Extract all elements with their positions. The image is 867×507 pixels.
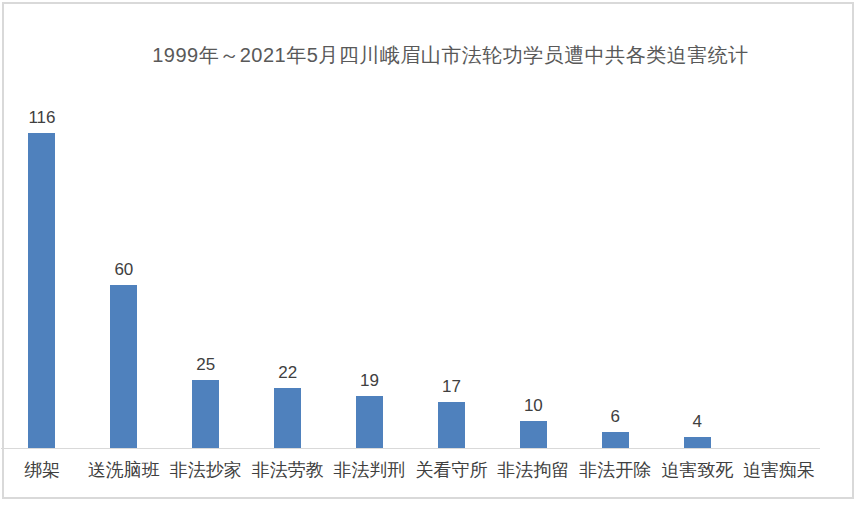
bar	[274, 388, 301, 448]
x-axis-label: 非法判刑	[334, 458, 406, 482]
bar	[602, 432, 629, 448]
x-axis-label: 非法开除	[579, 458, 651, 482]
x-axis-label: 送洗脑班	[88, 458, 160, 482]
bar-value-label: 4	[692, 412, 701, 432]
bar-value-label: 25	[196, 355, 215, 375]
x-axis-label: 绑架	[24, 458, 60, 482]
x-axis-label: 关看守所	[415, 458, 487, 482]
bar	[520, 421, 547, 448]
bar-value-label: 17	[442, 377, 461, 397]
x-axis-line	[1, 448, 820, 449]
bar	[356, 396, 383, 448]
x-axis-label: 非法劳教	[252, 458, 324, 482]
bar-value-label: 6	[611, 407, 620, 427]
bar-value-label: 60	[114, 260, 133, 280]
bar	[110, 285, 137, 448]
bar	[192, 380, 219, 448]
plot-area: 116 60 25 22 19 17 10 6 4	[1, 0, 820, 449]
x-axis-label: 非法抄家	[170, 458, 242, 482]
bar-value-label: 19	[360, 371, 379, 391]
x-axis-label: 迫害致死	[661, 458, 733, 482]
x-axis-labels: 绑架 送洗脑班非法抄家非法劳教非法判刑关看守所非法拘留非法开除迫害致死迫害痴呆	[1, 456, 820, 486]
x-axis-label: 迫害痴呆	[743, 458, 815, 482]
bar-value-label: 116	[28, 108, 55, 128]
bar	[438, 402, 465, 448]
bar-value-label: 10	[524, 396, 543, 416]
bar-value-label: 22	[278, 363, 297, 383]
x-axis-label: 非法拘留	[497, 458, 569, 482]
bar	[684, 437, 711, 448]
chart-canvas: 1999年～2021年5月四川峨眉山市法轮功学员遭中共各类迫害统计 116602…	[0, 0, 867, 507]
bar	[28, 133, 55, 448]
